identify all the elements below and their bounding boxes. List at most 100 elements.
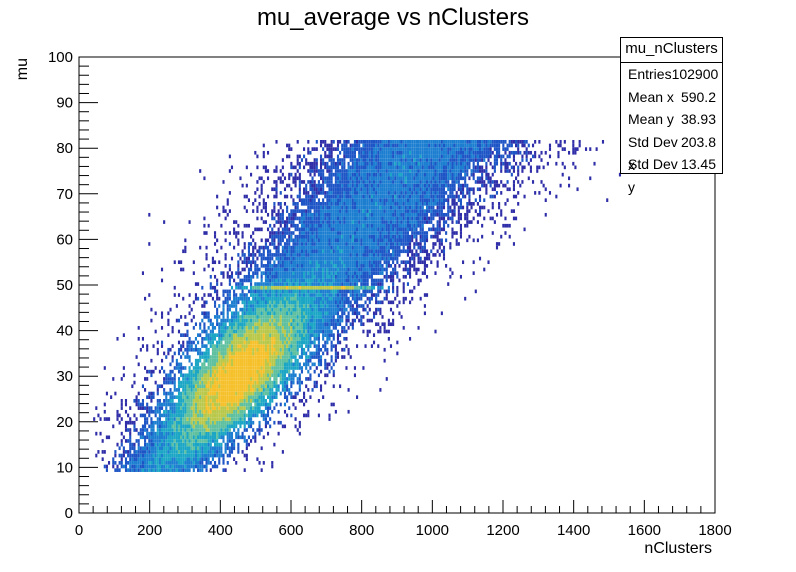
heatmap-cell (415, 242, 418, 246)
heatmap-cell (222, 384, 225, 389)
heatmap-cell (135, 399, 138, 403)
heatmap-cell (383, 242, 386, 246)
heatmap-cell (247, 260, 251, 265)
heatmap-cell (203, 358, 206, 363)
heatmap-cell (269, 424, 272, 429)
heatmap-cell (228, 399, 231, 403)
heatmap-cell (421, 271, 424, 275)
heatmap-cell (353, 274, 357, 279)
heatmap-cell (175, 366, 178, 370)
heatmap-cell (241, 344, 244, 348)
heatmap-cell (205, 431, 208, 436)
heatmap-cell (423, 311, 426, 316)
heatmap-cell (150, 439, 153, 443)
heatmap-cell (351, 282, 354, 286)
heatmap-cell (375, 223, 378, 228)
heatmap-cell (199, 439, 202, 443)
heatmap-cell (311, 274, 314, 279)
heatmap-cell (309, 274, 312, 279)
heatmap-cell (197, 446, 200, 451)
heatmap-cell (177, 366, 181, 370)
heatmap-cell (235, 431, 238, 436)
heatmap-cell (311, 260, 314, 265)
heatmap-cell (326, 351, 329, 356)
heatmap-cell (192, 439, 195, 443)
heatmap-cell (160, 450, 164, 454)
heatmap-cell (233, 322, 236, 327)
heatmap-cell (356, 231, 359, 235)
heatmap-cell (275, 304, 278, 308)
heatmap-cell (398, 220, 401, 224)
heatmap-cell (154, 311, 157, 316)
heatmap-cell (205, 336, 208, 341)
heatmap-cell (245, 351, 248, 356)
heatmap-cell (201, 446, 204, 451)
heatmap-cell (307, 253, 310, 257)
heatmap-cell (216, 402, 219, 407)
heatmap-cell (389, 307, 393, 312)
heatmap-cell (245, 453, 248, 458)
heatmap-cell (398, 300, 401, 305)
heatmap-cell (241, 296, 244, 301)
heatmap-cell (184, 453, 187, 458)
heatmap-cell (258, 285, 261, 290)
heatmap-cell (307, 223, 310, 228)
heatmap-cell (377, 231, 380, 235)
heatmap-cell (264, 245, 267, 250)
heatmap-cell (292, 351, 295, 356)
heatmap-cell (326, 238, 329, 243)
heatmap-cell (332, 304, 335, 308)
heatmap-cell (226, 311, 229, 316)
heatmap-cell (237, 351, 240, 356)
heatmap-cell (233, 333, 236, 337)
heatmap-cell (216, 453, 219, 458)
heatmap-cell (311, 245, 314, 250)
heatmap-cell (264, 340, 267, 345)
heatmap-cell (250, 267, 253, 272)
heatmap-cell (370, 293, 373, 297)
heatmap-cell (137, 468, 140, 472)
heatmap-cell (264, 402, 267, 407)
heatmap-cell (150, 446, 153, 451)
heatmap-cell (169, 417, 172, 421)
heatmap-cell (319, 234, 323, 239)
heatmap-cell (254, 285, 257, 290)
heatmap-cell (163, 413, 166, 418)
heatmap-cell (201, 424, 204, 429)
heatmap-cell (120, 399, 123, 403)
heatmap-cell (319, 362, 323, 367)
heatmap-cell (213, 409, 217, 414)
heatmap-cell (396, 260, 399, 265)
heatmap-cell (351, 238, 354, 243)
heatmap-cell (339, 227, 342, 232)
heatmap-cell (375, 271, 378, 275)
heatmap-cell (184, 333, 187, 337)
heatmap-cell (141, 446, 145, 451)
heatmap-cell (296, 366, 299, 370)
heatmap-cell (366, 249, 369, 254)
heatmap-cell (233, 336, 236, 341)
heatmap-cell (160, 366, 164, 370)
heatmap-cell (358, 289, 361, 294)
heatmap-cell (364, 264, 367, 268)
heatmap-cell (156, 431, 159, 436)
heatmap-cell (343, 253, 346, 257)
heatmap-cell (205, 446, 208, 451)
heatmap-cell (254, 355, 257, 359)
heatmap-cell (260, 358, 263, 363)
heatmap-cell (332, 336, 335, 341)
heatmap-cell (144, 296, 147, 301)
heatmap-cell (156, 424, 159, 429)
heatmap-cell (326, 212, 329, 217)
heatmap-cell (292, 245, 295, 250)
heatmap-cell (478, 256, 482, 261)
heatmap-cell (226, 377, 229, 381)
heatmap-cell (205, 380, 208, 385)
heatmap-cell (216, 446, 219, 451)
heatmap-cell (292, 296, 295, 301)
heatmap-cell (334, 227, 337, 232)
heatmap-cell (275, 395, 278, 399)
heatmap-cell (311, 388, 314, 392)
heatmap-cell (135, 468, 138, 472)
heatmap-cell (250, 347, 253, 352)
